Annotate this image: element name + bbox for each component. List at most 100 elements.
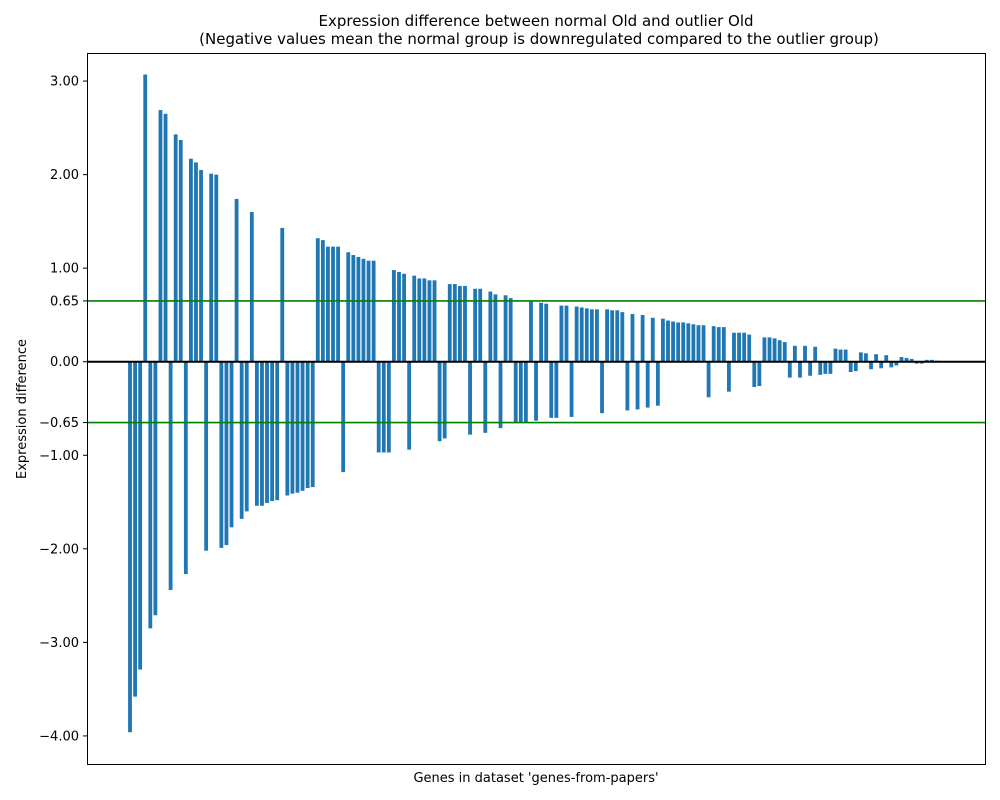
bar: [239, 361, 244, 519]
bar: [833, 348, 838, 362]
y-tick-label: −0.65: [39, 416, 79, 431]
bar: [701, 325, 706, 362]
bar: [295, 361, 300, 493]
bar: [706, 361, 711, 398]
bar: [437, 361, 442, 442]
bar: [422, 278, 427, 362]
bar: [823, 361, 828, 374]
y-tick-label: 3.00: [50, 75, 79, 90]
y-axis: 3.00 2.00 1.00 0.65 0.00 −0.65 −1.00 −2.00 −3.00…: [39, 75, 87, 744]
bar: [554, 361, 559, 418]
bar: [529, 300, 533, 362]
bar: [260, 361, 264, 506]
bars-group: [128, 74, 939, 733]
bar: [478, 288, 483, 362]
bar: [772, 338, 777, 362]
bar: [818, 361, 823, 375]
y-tick-label: 2.00: [50, 168, 79, 183]
bar: [569, 361, 574, 417]
bar: [595, 309, 599, 362]
bar: [899, 357, 904, 362]
bar: [711, 326, 716, 362]
bar: [655, 361, 660, 406]
bar: [808, 361, 813, 376]
y-tick-label: −4.00: [39, 729, 79, 744]
plot-frame: [87, 53, 986, 765]
bar: [742, 332, 747, 362]
bar: [894, 361, 899, 366]
bar: [584, 308, 589, 362]
bar: [884, 355, 889, 362]
bar: [427, 280, 432, 362]
bar: [371, 260, 376, 362]
bar: [513, 361, 518, 423]
bar: [493, 294, 498, 362]
bar: [610, 310, 615, 362]
bar: [666, 320, 670, 362]
bar: [798, 361, 802, 378]
bar: [463, 285, 467, 362]
bar: [341, 361, 346, 473]
bar: [727, 361, 731, 392]
bar: [128, 361, 132, 733]
bar: [417, 278, 422, 362]
bar: [640, 314, 645, 362]
bar: [331, 246, 335, 362]
bar: [503, 295, 508, 362]
bar: [366, 260, 371, 362]
bar: [696, 325, 701, 362]
bar: [346, 252, 351, 362]
bar: [386, 361, 391, 453]
bar: [133, 361, 137, 697]
bar: [676, 322, 681, 362]
y-tick-label: 1.00: [50, 262, 79, 277]
bar: [686, 323, 691, 362]
bar: [326, 246, 330, 362]
bar: [442, 361, 447, 439]
bar: [254, 361, 259, 506]
bar: [620, 312, 625, 362]
bar: [615, 310, 620, 362]
bar: [280, 227, 285, 362]
bar: [189, 158, 193, 362]
bar: [864, 353, 868, 362]
bar: [681, 322, 686, 362]
chart-title: Expression difference between normal Old…: [318, 12, 753, 30]
bar: [290, 361, 295, 494]
bar: [579, 307, 584, 362]
bar: [523, 361, 528, 423]
bar: [792, 345, 797, 362]
bar: [305, 361, 310, 489]
bar: [589, 309, 594, 362]
bar: [214, 174, 219, 362]
bar: [732, 332, 736, 362]
bar: [716, 327, 721, 362]
bar: [381, 361, 386, 453]
bar: [397, 271, 401, 362]
bar: [163, 113, 168, 362]
bar: [275, 361, 280, 501]
bar: [539, 302, 544, 362]
bar: [361, 258, 366, 362]
bar: [219, 361, 224, 548]
bar: [209, 173, 214, 362]
bar: [351, 255, 356, 362]
bar: [310, 361, 315, 488]
bar: [874, 354, 878, 362]
y-tick-label: 0.00: [50, 355, 79, 370]
bar: [392, 270, 396, 362]
bar: [402, 273, 406, 362]
bar: [285, 361, 290, 496]
bar: [244, 361, 249, 512]
bar: [473, 288, 478, 362]
bar: [199, 169, 203, 362]
bar: [564, 305, 569, 362]
chart-subtitle: (Negative values mean the normal group i…: [199, 30, 879, 48]
bar: [194, 162, 198, 362]
bar: [518, 361, 523, 423]
bar: [138, 361, 143, 670]
plot-area: [87, 53, 986, 765]
bar: [178, 140, 183, 362]
bar: [412, 275, 417, 362]
bar: [671, 321, 675, 362]
